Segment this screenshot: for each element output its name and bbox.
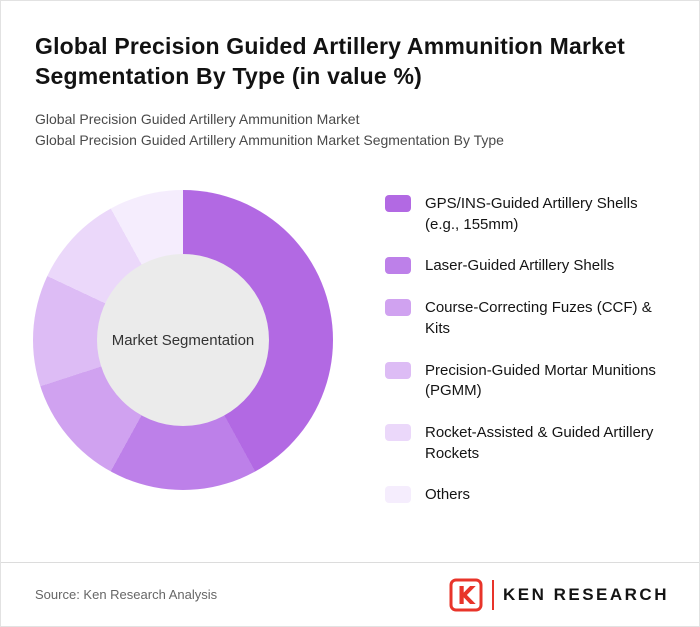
content-area: Global Precision Guided Artillery Ammuni… [1,1,699,506]
legend-swatch [385,299,411,317]
legend-item: Course-Correcting Fuzes (CCF) & Kits [385,298,657,339]
legend-label: GPS/INS-Guided Artillery Shells (e.g., 1… [425,195,638,233]
source-note: Source: Ken Research Analysis [35,587,218,602]
legend-item: GPS/INS-Guided Artillery Shells (e.g., 1… [385,194,657,235]
legend-swatch [385,486,411,504]
legend-item: Laser-Guided Artillery Shells [385,256,657,277]
donut-chart: Market Segmentation [33,190,333,491]
chart-row: Market Segmentation GPS/INS-Guided Artil… [33,190,665,506]
donut-center: Market Segmentation [97,254,269,427]
legend-swatch [385,195,411,213]
legend-item: Precision-Guided Mortar Munitions (PGMM) [385,361,657,402]
legend-label: Laser-Guided Artillery Shells [425,257,615,275]
subtitle-line-1: Global Precision Guided Artillery Ammuni… [35,110,360,127]
legend-label: Course-Correcting Fuzes (CCF) & Kits [425,299,652,337]
logo-divider [491,579,494,610]
legend-swatch [385,257,411,275]
legend-swatch [385,423,411,441]
legend-label: Rocket-Assisted & Guided Artillery Rocke… [425,423,654,462]
ken-research-logo: KEN RESEARCH [449,578,669,612]
ken-research-logo-icon [449,578,483,612]
legend-label: Precision-Guided Mortar Munitions (PGMM) [425,361,656,400]
legend-item: Others [385,485,657,506]
legend-item: Rocket-Assisted & Guided Artillery Rocke… [385,423,657,464]
legend-swatch [385,361,411,379]
breadcrumb: Global Precision Guided Artillery Ammuni… [35,109,665,152]
page-title: Global Precision Guided Artillery Ammuni… [35,33,625,90]
logo-wordmark: KEN RESEARCH [502,584,669,604]
footer: Source: Ken Research Analysis KEN RESEAR… [1,562,699,626]
subtitle-line-2: Global Precision Guided Artillery Ammuni… [35,132,504,149]
donut-center-label: Market Segmentation [111,331,255,349]
chart-legend: GPS/INS-Guided Artillery Shells (e.g., 1… [385,190,657,506]
legend-label: Others [425,486,471,504]
